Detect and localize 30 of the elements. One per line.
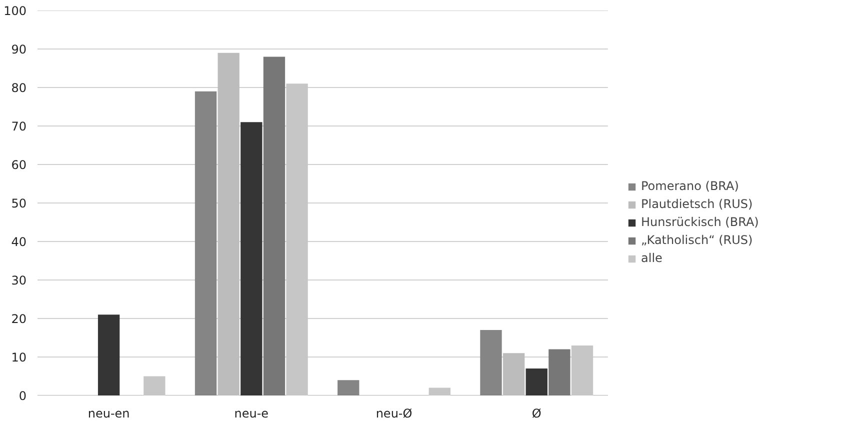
bar <box>480 330 502 396</box>
y-tick-label: 0 <box>18 389 27 403</box>
y-tick-label: 70 <box>11 120 27 134</box>
y-tick-label: 20 <box>11 312 27 326</box>
y-tick-label: 60 <box>11 158 27 172</box>
x-tick-label: neu-e <box>234 406 269 420</box>
x-tick-label: neu-en <box>88 406 130 420</box>
legend-label: Pomerano (BRA) <box>641 179 739 193</box>
y-tick-label: 90 <box>11 42 27 56</box>
legend-label: Plautdietsch (RUS) <box>641 197 753 211</box>
bar <box>144 376 166 396</box>
bar <box>526 368 548 396</box>
bar <box>263 56 286 396</box>
y-tick-label: 100 <box>4 4 26 18</box>
bar <box>338 380 360 396</box>
bar <box>194 91 217 396</box>
bar <box>548 349 570 396</box>
y-tick-label: 30 <box>11 274 27 288</box>
legend-label: alle <box>641 251 662 265</box>
y-tick-label: 80 <box>11 81 27 95</box>
y-tick-label: 50 <box>11 196 27 210</box>
legend-label: „Katholisch“ (RUS) <box>641 233 753 247</box>
bar <box>240 122 262 396</box>
y-tick-label: 10 <box>11 350 27 364</box>
legend-label: Hunsrückisch (BRA) <box>641 215 759 229</box>
y-tick-label: 40 <box>11 235 27 249</box>
bar <box>98 314 120 396</box>
x-tick-label: neu-Ø <box>376 406 412 420</box>
bar <box>428 388 450 396</box>
x-tick-label: Ø <box>532 406 542 420</box>
